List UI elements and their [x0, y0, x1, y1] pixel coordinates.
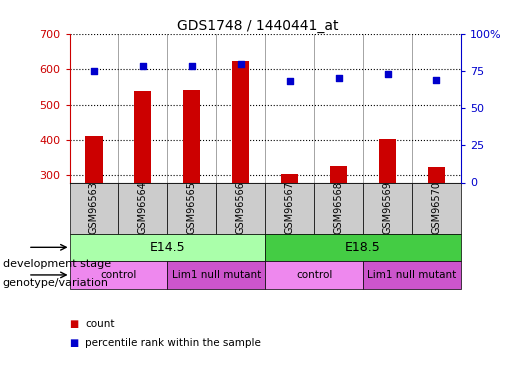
Point — [285, 78, 294, 84]
Text: GSM96568: GSM96568 — [334, 182, 344, 234]
Text: GSM96569: GSM96569 — [383, 182, 392, 234]
Text: control: control — [100, 270, 136, 280]
Bar — [85, 136, 102, 183]
Point — [90, 68, 98, 74]
Point — [383, 71, 391, 77]
FancyBboxPatch shape — [412, 183, 461, 234]
FancyBboxPatch shape — [265, 261, 363, 289]
FancyBboxPatch shape — [265, 183, 314, 234]
Text: GSM96565: GSM96565 — [187, 182, 197, 234]
Bar — [428, 167, 445, 183]
FancyBboxPatch shape — [265, 234, 461, 261]
Point — [335, 75, 343, 81]
Text: Lim1 null mutant: Lim1 null mutant — [171, 270, 261, 280]
Text: GSM96563: GSM96563 — [89, 182, 99, 234]
Bar — [379, 139, 396, 183]
Point — [236, 60, 245, 66]
Text: genotype/variation: genotype/variation — [3, 278, 109, 288]
FancyBboxPatch shape — [167, 261, 265, 289]
Text: E14.5: E14.5 — [149, 241, 185, 254]
Text: GSM96567: GSM96567 — [285, 182, 295, 234]
Point — [432, 77, 440, 83]
FancyBboxPatch shape — [363, 261, 461, 289]
Text: E18.5: E18.5 — [345, 241, 381, 254]
Text: GSM96570: GSM96570 — [432, 182, 441, 234]
Point — [187, 63, 196, 69]
Bar — [183, 90, 200, 183]
FancyBboxPatch shape — [167, 183, 216, 234]
Bar — [281, 174, 298, 183]
FancyBboxPatch shape — [70, 183, 118, 234]
Text: ■: ■ — [70, 320, 79, 329]
FancyBboxPatch shape — [314, 183, 363, 234]
Text: ■: ■ — [70, 338, 79, 348]
Text: development stage: development stage — [3, 260, 111, 269]
Text: count: count — [85, 320, 114, 329]
Text: percentile rank within the sample: percentile rank within the sample — [85, 338, 261, 348]
Bar — [134, 92, 151, 183]
Text: GSM96566: GSM96566 — [236, 182, 246, 234]
Text: Lim1 null mutant: Lim1 null mutant — [367, 270, 457, 280]
Point — [139, 63, 147, 69]
Text: control: control — [296, 270, 332, 280]
Bar — [232, 62, 249, 183]
FancyBboxPatch shape — [118, 183, 167, 234]
FancyBboxPatch shape — [216, 183, 265, 234]
Bar — [330, 165, 347, 183]
Text: GSM96564: GSM96564 — [138, 182, 148, 234]
FancyBboxPatch shape — [363, 183, 412, 234]
FancyBboxPatch shape — [70, 261, 167, 289]
FancyBboxPatch shape — [70, 234, 265, 261]
Text: GDS1748 / 1440441_at: GDS1748 / 1440441_at — [177, 19, 338, 33]
